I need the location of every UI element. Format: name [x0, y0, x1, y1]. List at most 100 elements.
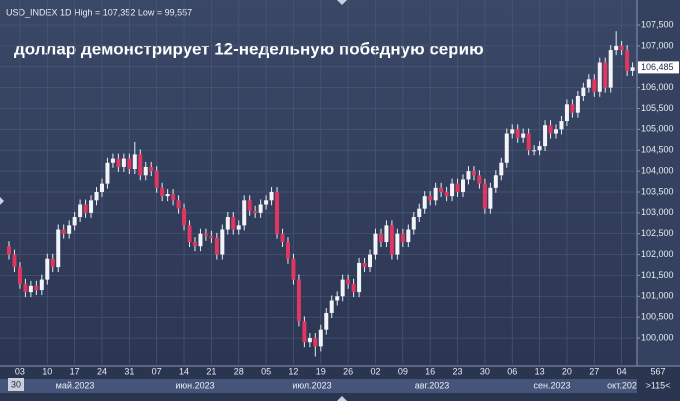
candle-body: [608, 50, 613, 88]
candle-body: [236, 225, 241, 230]
candle-body: [138, 154, 143, 176]
candle-body: [23, 283, 28, 293]
candle-body: [335, 296, 340, 301]
x-tick-label: 05: [261, 366, 271, 376]
candle-body: [171, 194, 176, 201]
x-tick-label: 03: [15, 366, 25, 376]
candle-body: [548, 125, 553, 134]
candle-body: [373, 233, 378, 255]
candle-body: [67, 225, 72, 234]
y-tick-label: 105,000: [641, 124, 674, 134]
candle-body: [461, 179, 466, 192]
candle-body: [110, 158, 115, 163]
candle-body: [603, 62, 608, 88]
candle-body: [116, 158, 121, 167]
candle-body: [515, 129, 520, 138]
candle-body: [444, 191, 449, 197]
candle-body: [614, 45, 619, 51]
candle-body: [351, 283, 356, 293]
candle-body: [389, 225, 394, 255]
candle-body: [192, 242, 197, 247]
y-tick-label: 104,500: [641, 145, 674, 155]
y-tick-label: 100,500: [641, 312, 674, 322]
candle-body: [34, 285, 39, 291]
candle-body: [450, 183, 455, 197]
candle-body: [340, 279, 345, 297]
candle-body: [357, 262, 362, 293]
x-tick-label: 21: [206, 366, 216, 376]
x-tick-label: 19: [316, 366, 326, 376]
candle-body: [307, 338, 312, 343]
candle-body: [482, 183, 487, 209]
candle-body: [510, 129, 515, 134]
candle-body: [329, 300, 334, 313]
candle-body: [121, 158, 126, 167]
y-tick-label: 103,000: [641, 207, 674, 217]
candle-body: [105, 162, 110, 184]
candle-body: [597, 62, 602, 92]
candle-body: [504, 133, 509, 163]
x-tick-label: 24: [97, 366, 107, 376]
candle-body: [313, 338, 318, 347]
corner-label: 30: [11, 379, 21, 389]
candle-body: [12, 254, 17, 268]
candle-body: [242, 200, 247, 226]
candle-body: [466, 171, 471, 180]
candle-body: [247, 200, 252, 211]
x-tick-label: 23: [453, 366, 463, 376]
candle-body: [302, 321, 307, 343]
candles: [7, 31, 635, 357]
corner-label: 567: [650, 366, 665, 376]
candle-body: [368, 254, 373, 268]
candle-body: [89, 200, 94, 213]
candle-body: [406, 229, 411, 243]
candle-body: [182, 208, 187, 226]
y-tick-label: 100,000: [641, 332, 674, 342]
candle-body: [127, 158, 132, 170]
candle-body: [291, 258, 296, 280]
candle-body: [586, 79, 591, 88]
x-tick-label: 09: [398, 366, 408, 376]
x-tick-label: 31: [124, 366, 134, 376]
candle-body: [324, 312, 329, 330]
y-tick-label: 101,000: [641, 291, 674, 301]
candle-body: [17, 267, 22, 284]
price-box: [638, 61, 679, 74]
candle-body: [477, 175, 482, 184]
candle-body: [521, 133, 526, 138]
y-tick-label: 101,500: [641, 270, 674, 280]
month-label: окт.202: [607, 380, 637, 390]
x-tick-label: 16: [425, 366, 435, 376]
candle-body: [285, 242, 290, 259]
candle-body: [209, 235, 214, 238]
x-tick-label: 14: [179, 366, 189, 376]
header: USD_INDEX 1D High = 107,352 Low = 99,557: [6, 7, 192, 17]
candle-body: [296, 279, 301, 322]
candle-body: [625, 50, 630, 71]
month-label: май.2023: [56, 380, 95, 390]
candle-body: [400, 233, 405, 243]
candle-body: [384, 225, 389, 243]
candle-body: [94, 191, 99, 201]
marker: [337, 0, 347, 5]
candle-body: [428, 196, 433, 201]
candle-body: [214, 237, 219, 255]
corner-box: [8, 378, 24, 391]
candle-body: [493, 175, 498, 188]
candle-body: [543, 125, 548, 147]
candle-body: [395, 233, 400, 255]
corner-label: >115<: [646, 380, 671, 390]
candle-body: [160, 187, 165, 197]
candle-body: [455, 183, 460, 192]
candle-body: [78, 204, 83, 218]
candle-body: [499, 162, 504, 176]
y-tick-label: 107,000: [641, 40, 674, 50]
price-label: 106,485: [641, 62, 674, 72]
candle-body: [28, 285, 33, 293]
candle-body: [346, 279, 351, 284]
candle-body: [275, 191, 280, 234]
candle-body: [532, 150, 537, 152]
candle-body: [253, 210, 258, 213]
